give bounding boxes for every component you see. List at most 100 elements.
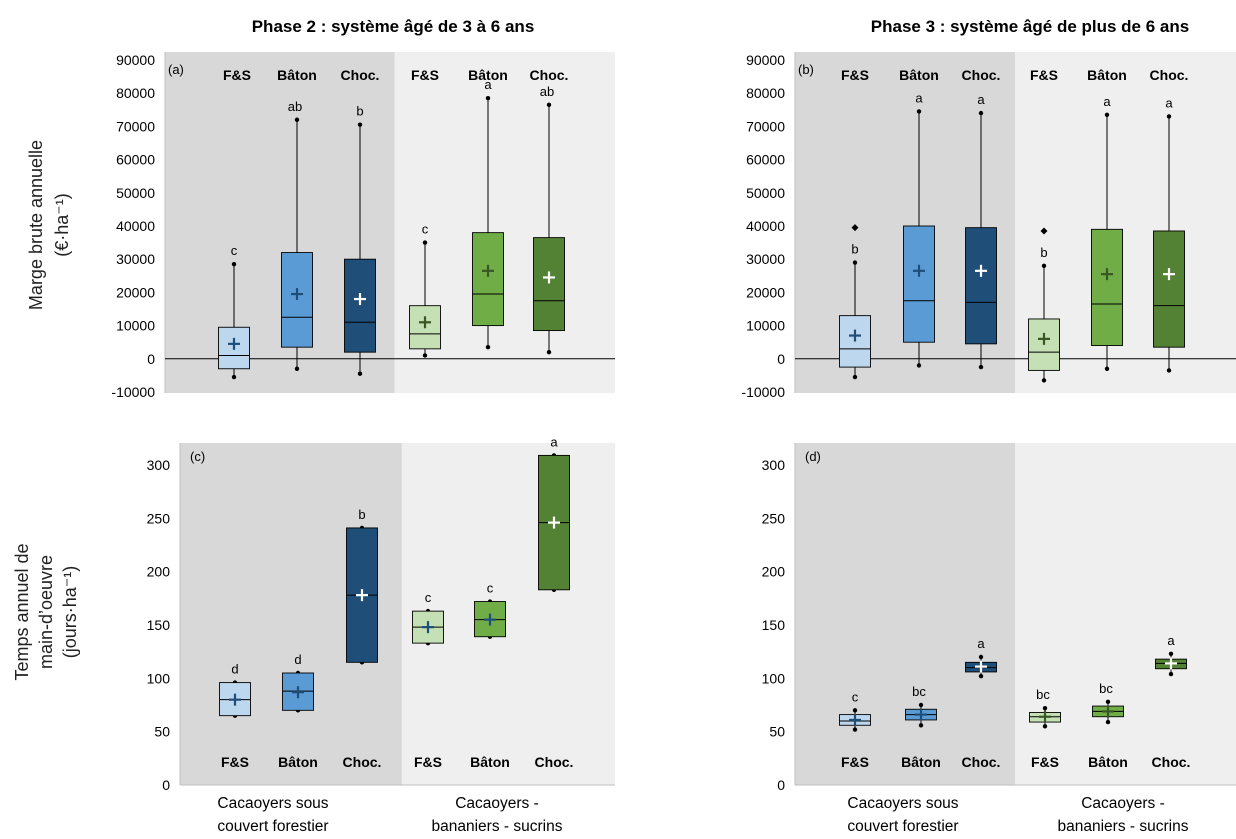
box-rect [903, 225, 935, 343]
whisker-min-point [1168, 671, 1174, 677]
whisker-min-point [1042, 724, 1048, 729]
significance-letter: a [977, 92, 985, 107]
whisker-min-point [978, 674, 984, 679]
y-tick-label: 80000 [746, 85, 785, 101]
y-tick-label: 50 [154, 724, 170, 740]
whisker-max-point [357, 122, 363, 127]
y-tick-label: 10000 [746, 318, 785, 334]
box-bton-banana: c [474, 581, 506, 639]
significance-letter: bc [912, 684, 926, 699]
panel-tag: (c) [190, 449, 205, 464]
significance-letter: c [422, 222, 429, 237]
whisker-max-point [852, 260, 858, 265]
category-label: Bâton [1088, 754, 1128, 770]
box-fs-forest: b [839, 224, 871, 380]
significance-letter: b [358, 507, 365, 522]
y-tick-label: 250 [147, 510, 171, 526]
y-tick-label: 150 [147, 617, 171, 633]
whisker-min-point [852, 727, 858, 732]
whisker-max-point [1104, 112, 1110, 117]
significance-letter: b [356, 104, 363, 119]
box-rect [1091, 228, 1123, 346]
y-tick-label: 70000 [746, 118, 785, 134]
box-bton-banana: a [472, 77, 504, 350]
panel-b-margin-phase3: -10000 0 10000 20000 30000 40000 50000 60000 700… [741, 52, 1236, 400]
significance-letter: a [550, 434, 558, 449]
significance-letter: bc [1036, 687, 1050, 702]
box-rect [472, 232, 504, 327]
category-label: Choc. [530, 67, 569, 83]
y-label-margin-line1: Marge brute annuelle [26, 140, 46, 310]
whisker-max-point [485, 95, 491, 101]
y-tick-label: 0 [777, 777, 785, 793]
significance-letter: a [1165, 95, 1173, 110]
category-label: Bâton [1087, 67, 1127, 83]
box-rect [1153, 230, 1185, 348]
y-tick-label: 60000 [116, 152, 155, 168]
significance-letter: bc [1099, 681, 1113, 696]
significance-letter: c [852, 689, 859, 704]
significance-letter: c [425, 590, 432, 605]
y-tick-label: 20000 [746, 284, 785, 300]
whisker-min-point [916, 363, 922, 368]
category-label: Choc. [1150, 67, 1189, 83]
panel-d-labour-phase3: 0 50 100 150 200 250 300 (d) c F&S bc Bâton a Choc. bc… [762, 443, 1236, 793]
box-choc-banana: a [1155, 633, 1187, 677]
panel-tag: (a) [168, 62, 184, 77]
significance-letter: c [231, 243, 238, 258]
significance-letter: a [1167, 633, 1175, 648]
group-label-forest-line2-right: couvert forestier [847, 818, 958, 835]
y-tick-label: 100 [762, 670, 786, 686]
category-label: Choc. [962, 67, 1001, 83]
y-tick-label: 300 [147, 457, 171, 473]
whisker-max-point [1041, 263, 1047, 269]
whisker-max-point [1166, 114, 1172, 119]
panel-a-margin-phase2: -10000 0 10000 20000 30000 40000 50000 60000 700… [111, 52, 615, 400]
box-choc-banana: ab [533, 84, 565, 355]
y-tick-label: 150 [762, 617, 786, 633]
whisker-max-point [231, 261, 237, 267]
whisker-min-point [918, 723, 924, 728]
y-tick-label: 60000 [746, 152, 785, 168]
category-label: Bâton [468, 67, 508, 83]
significance-letter: a [977, 636, 985, 651]
box-fs-forest: c [218, 243, 250, 380]
significance-letter: a [1103, 94, 1111, 109]
y-label-margin-line2: (€·ha⁻¹) [52, 193, 72, 257]
box-fs-forest: c [839, 689, 871, 732]
whisker-min-point [294, 366, 300, 371]
y-tick-label: 0 [777, 351, 785, 367]
y-tick-label: 200 [762, 564, 786, 580]
y-tick-label: 40000 [746, 218, 785, 234]
category-label: F&S [841, 754, 869, 770]
whisker-max-point [916, 109, 922, 114]
whisker-min-point [852, 374, 858, 380]
y-tick-label: 70000 [116, 118, 155, 134]
significance-letter: ab [288, 99, 302, 114]
group-label-banana-line1-right: Cacaoyers - [1081, 795, 1165, 812]
box-bton-forest: ab [281, 99, 313, 371]
group-label-banana-line2-right: bananiers - sucrins [1058, 818, 1189, 835]
group-label-forest-line2-left: couvert forestier [217, 818, 328, 835]
group-label-forest-line1-right: Cacaoyers sous [847, 795, 958, 812]
category-label: F&S [221, 754, 249, 770]
category-label: Choc. [962, 754, 1001, 770]
group2-background [1015, 443, 1236, 785]
category-label: F&S [1031, 754, 1059, 770]
y-tick-label: 0 [147, 351, 155, 367]
group-label-forest-line1-left: Cacaoyers sous [217, 795, 328, 812]
y-label-labour-line1: Temps annuel de [12, 543, 32, 680]
box-rect [344, 258, 376, 353]
whisker-min-point [978, 364, 984, 370]
whisker-max-point [294, 117, 300, 122]
y-tick-label: -10000 [741, 384, 785, 400]
category-label: Bâton [470, 754, 510, 770]
category-label: Bâton [901, 754, 941, 770]
whisker-min-point [357, 371, 363, 376]
category-label: F&S [414, 754, 442, 770]
box-choc-forest: a [965, 92, 997, 370]
whisker-min-point [1041, 378, 1047, 383]
category-label: Bâton [277, 67, 317, 83]
whisker-min-point [1105, 719, 1111, 725]
